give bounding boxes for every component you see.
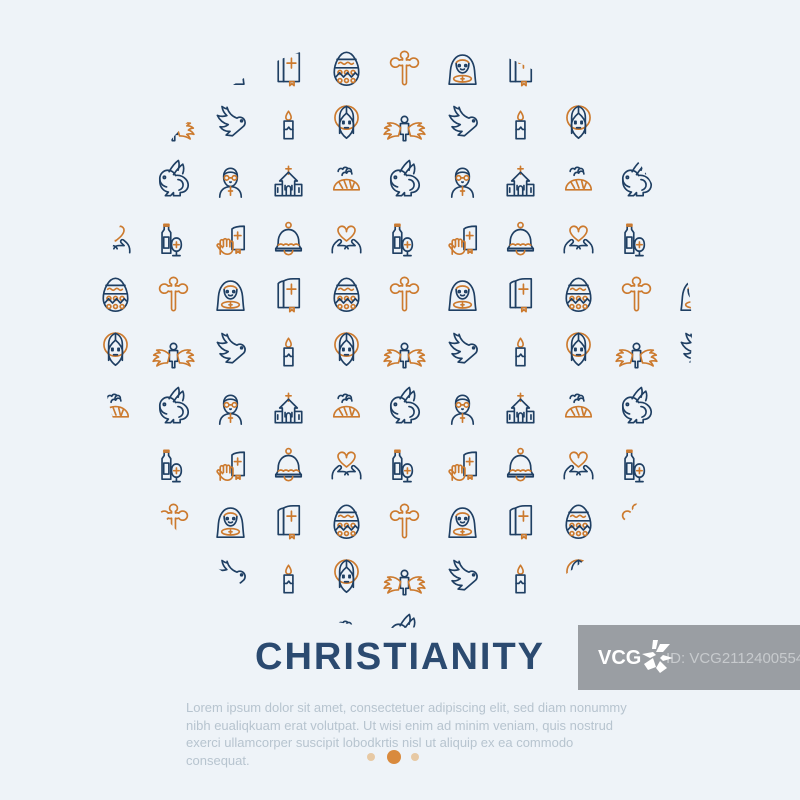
svg-text:VCG: VCG: [598, 647, 641, 669]
svg-text:ID: VCG211240055407: ID: VCG211240055407: [666, 650, 800, 667]
